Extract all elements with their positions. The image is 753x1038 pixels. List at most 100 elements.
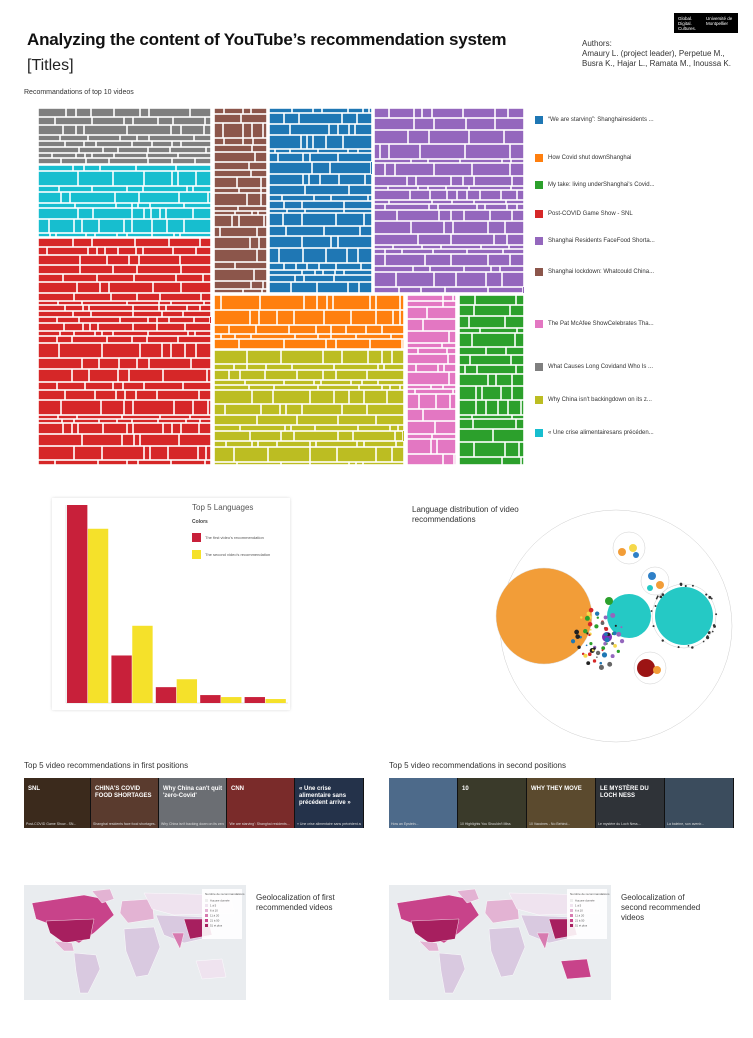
treemap-cell	[373, 244, 393, 249]
treemap-cell	[337, 123, 349, 135]
treemap-cell	[466, 248, 503, 254]
treemap-cell	[79, 147, 104, 154]
treemap-cell	[231, 215, 239, 228]
video-thumbnail[interactable]: LE MYSTÈRE DU LOCH NESS Le mystère du Loc…	[596, 778, 665, 828]
treemap-cell	[314, 424, 358, 431]
treemap-cell	[453, 453, 456, 465]
bar-first-2	[155, 687, 177, 703]
treemap-cell	[38, 292, 75, 301]
treemap-cell	[333, 363, 378, 370]
treemap-cell	[189, 108, 211, 117]
treemap-cell	[152, 219, 168, 234]
bar-second-3	[221, 697, 242, 703]
video-thumbnail[interactable]: SNL Post-COVID Game Show - SN...	[24, 778, 91, 828]
video-thumbnail[interactable]: La baleine, son avenir...	[665, 778, 734, 828]
treemap-cell	[127, 300, 160, 305]
treemap-cell	[282, 213, 302, 227]
treemap-cell	[406, 342, 442, 348]
legend-label: Post-COVID Game Show - SNL	[548, 211, 633, 217]
treemap-cell	[501, 456, 521, 465]
treemap-cell	[352, 430, 395, 441]
treemap-cell	[157, 389, 200, 400]
treemap-cell	[132, 208, 145, 220]
treemap-cell	[72, 335, 108, 343]
treemap-cell	[373, 186, 388, 191]
treemap-cell	[291, 363, 334, 370]
legend-label: Shanghai lockdown: Whatcould China...	[548, 269, 655, 275]
treemap-cell	[359, 226, 372, 237]
treemap-legend-item: Shanghai Residents FaceFood Shorta...	[535, 237, 655, 245]
treemap-cell	[334, 269, 344, 275]
video-thumbnail[interactable]: WHY THEY MOVE 10 Vaccines - No Behind...	[527, 778, 596, 828]
treemap-cell	[51, 153, 77, 159]
treemap-cell	[365, 324, 382, 334]
treemap-cell	[362, 461, 404, 465]
treemap-cell	[100, 281, 110, 293]
treemap-cell	[180, 264, 211, 274]
treemap-cell	[325, 247, 347, 263]
treemap-cell	[268, 201, 284, 210]
treemap-cell	[72, 368, 90, 382]
treemap-cell	[479, 327, 517, 333]
video-thumbnail[interactable]: « Une crise alimentaire sans précédent a…	[295, 778, 364, 828]
thumbnail-caption: Shanghai residents face food shortages..…	[93, 822, 156, 826]
video-thumbnail[interactable]: 10 10 Highlights You Shouldn't Miss	[458, 778, 527, 828]
treemap-cell	[373, 129, 408, 144]
treemap-cell	[144, 171, 173, 187]
bubble-chart-title: Language distribution of video recommend…	[412, 505, 519, 524]
video-thumbnail[interactable]: Why China can't quit 'zero-Covid' Why Chi…	[159, 778, 227, 828]
video-thumbnail[interactable]: CNN 'We are starving': Shanghai residents…	[227, 778, 295, 828]
treemap-cell	[168, 237, 200, 247]
treemap-cell	[80, 264, 114, 274]
treemap-cell	[268, 153, 278, 163]
treemap-cell	[459, 159, 502, 164]
treemap-cell	[38, 335, 58, 343]
treemap-cell	[510, 186, 524, 191]
video-thumbnail[interactable]: How an Epstein...	[389, 778, 458, 828]
treemap-cell	[268, 209, 287, 214]
treemap-cell	[458, 456, 502, 465]
treemap-cell	[449, 393, 456, 409]
treemap-cell	[458, 399, 476, 415]
treemap-cell	[358, 281, 372, 293]
bar-legend-item-second: The second video's recommendation	[192, 550, 270, 559]
treemap-cell	[238, 188, 261, 194]
treemap-cell	[38, 147, 80, 154]
treemap-cell	[73, 165, 85, 172]
bubble-small	[589, 628, 592, 631]
treemap-cell	[335, 213, 364, 227]
bubble-small	[601, 652, 608, 658]
treemap-cell	[468, 186, 511, 191]
treemap-cell	[107, 254, 130, 265]
treemap-cell	[90, 322, 99, 331]
treemap-cell	[312, 134, 326, 149]
treemap-cell	[430, 384, 443, 389]
treemap-cell	[242, 108, 251, 114]
treemap-cell	[283, 113, 299, 124]
bubble-small	[691, 646, 694, 649]
treemap-cell	[350, 309, 376, 325]
second-recs-label: Top 5 video recommendations in second po…	[389, 761, 566, 770]
treemap-cell	[213, 309, 250, 325]
treemap-cell	[102, 330, 114, 336]
bubble-small	[652, 625, 655, 628]
video-thumbnail[interactable]: CHINA'S COVID FOOD SHORTAGES Shanghai res…	[91, 778, 159, 828]
bar-second-4	[265, 699, 286, 703]
treemap-cell	[172, 116, 205, 125]
treemap-cell	[220, 333, 235, 339]
treemap-cell	[455, 271, 486, 287]
treemap-cell	[242, 137, 253, 145]
treemap-cell	[58, 342, 103, 358]
treemap-cell	[317, 384, 359, 390]
treemap-cell	[48, 219, 75, 234]
bubble-small	[580, 616, 583, 619]
treemap-cell	[329, 162, 371, 175]
treemap-cell	[511, 385, 524, 400]
treemap-cell	[462, 176, 474, 187]
treemap-cell	[199, 237, 211, 247]
treemap-cell	[224, 403, 261, 415]
treemap-cell	[213, 248, 257, 262]
bubble-pack-chart	[495, 509, 733, 743]
treemap-cell	[337, 235, 372, 248]
treemap-cell	[143, 246, 174, 255]
